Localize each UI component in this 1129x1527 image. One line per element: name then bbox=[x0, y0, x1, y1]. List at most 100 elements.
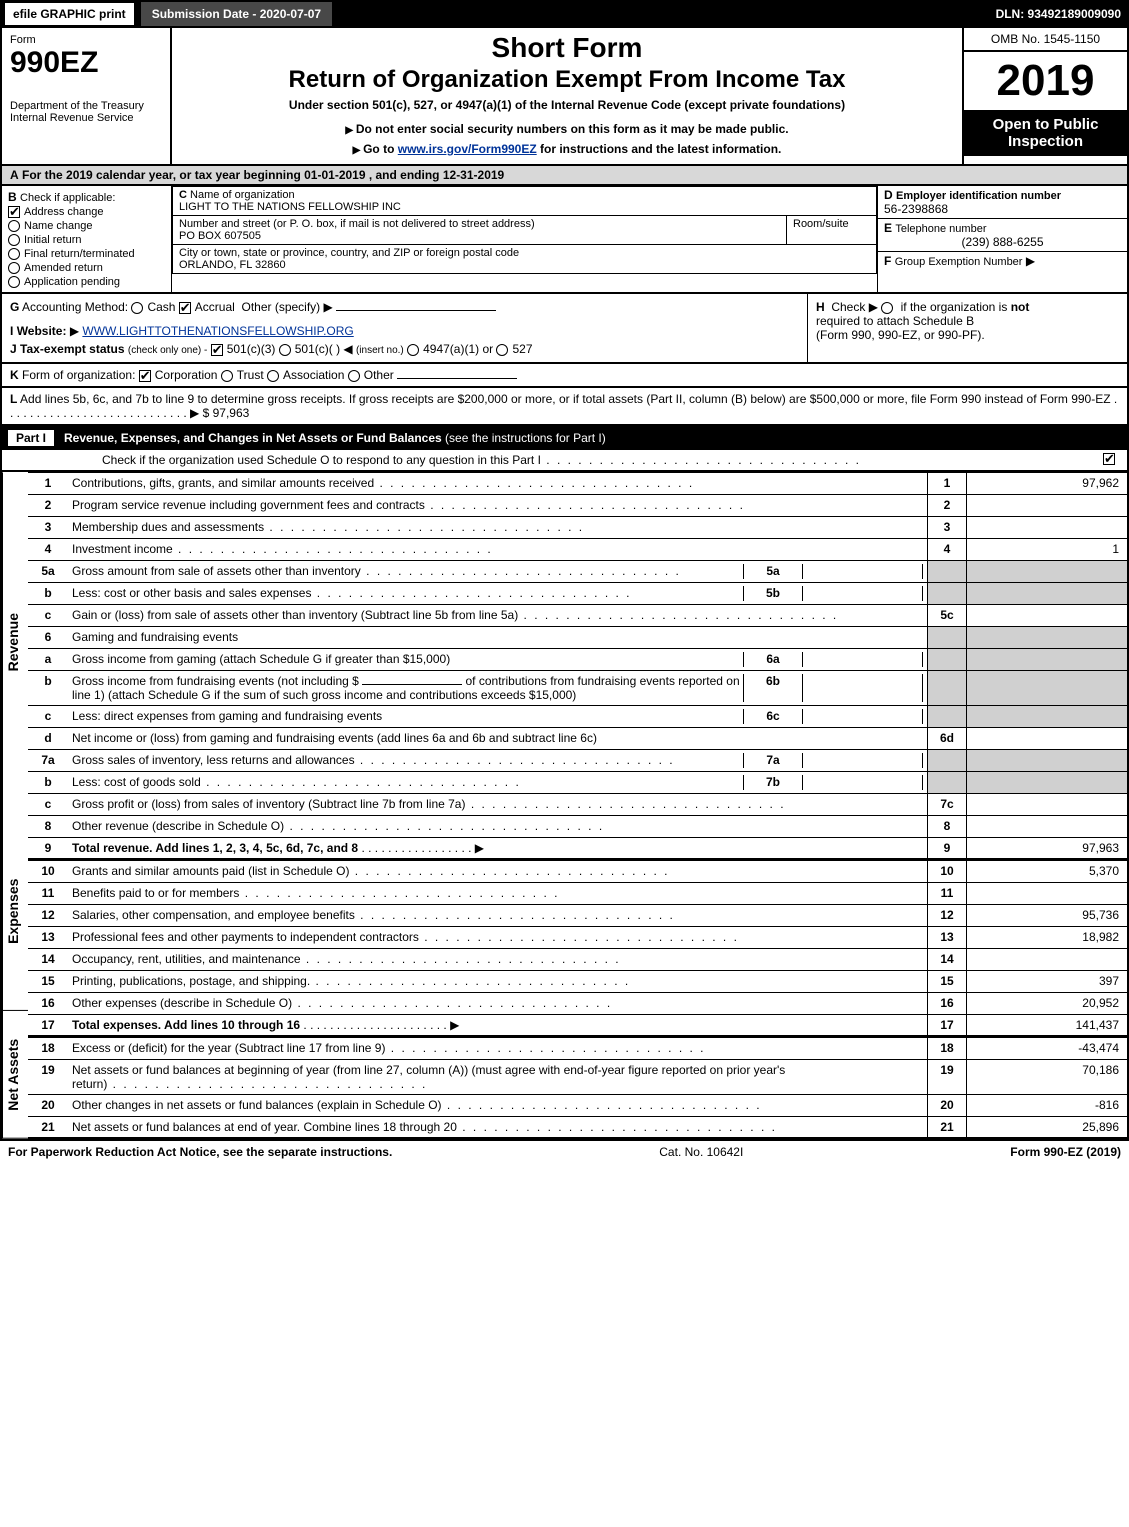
lb-trust: Trust bbox=[237, 368, 264, 382]
line-12: 12Salaries, other compensation, and empl… bbox=[28, 904, 1127, 926]
line-5b-desc: Less: cost or other basis and sales expe… bbox=[72, 586, 743, 601]
line-13-desc: Professional fees and other payments to … bbox=[68, 927, 927, 948]
line-5a-sn: 5a bbox=[743, 564, 803, 579]
other-org-input[interactable] bbox=[397, 378, 517, 379]
group-netassets: Net Assets bbox=[2, 1011, 28, 1139]
line-l: L Add lines 5b, 6c, and 7b to line 9 to … bbox=[0, 388, 1129, 426]
cb-address-change[interactable] bbox=[8, 206, 20, 218]
line-6b-sv bbox=[803, 674, 923, 702]
line-4-desc: Investment income bbox=[68, 539, 927, 560]
line-14: 14Occupancy, rent, utilities, and mainte… bbox=[28, 948, 1127, 970]
line-19: 19Net assets or fund balances at beginni… bbox=[28, 1059, 1127, 1094]
form-number: 990EZ bbox=[10, 46, 162, 80]
rb-other[interactable] bbox=[348, 370, 360, 382]
line-a: A For the 2019 calendar year, or tax yea… bbox=[0, 166, 1129, 186]
line-6a-amt bbox=[967, 649, 1127, 670]
other-specify-input[interactable] bbox=[336, 310, 496, 311]
line-9-desc: Total revenue. Add lines 1, 2, 3, 4, 5c,… bbox=[72, 841, 358, 855]
e-label: Telephone number bbox=[895, 223, 986, 235]
lb-insert: (insert no.) bbox=[356, 345, 404, 356]
c-org-name: LIGHT TO THE NATIONS FELLOWSHIP INC bbox=[179, 201, 401, 213]
line-6a-num bbox=[927, 649, 967, 670]
line-14-amt bbox=[967, 949, 1127, 970]
line-2-amt bbox=[967, 495, 1127, 516]
part-i-title: Revenue, Expenses, and Changes in Net As… bbox=[64, 431, 442, 445]
rb-4947[interactable] bbox=[407, 344, 419, 356]
title-short-form: Short Form bbox=[182, 32, 952, 64]
rb-501c[interactable] bbox=[279, 344, 291, 356]
goto-post: for instructions and the latest informat… bbox=[537, 142, 782, 156]
line-8-amt bbox=[967, 816, 1127, 837]
blocks-b-f: B Check if applicable: Address change Na… bbox=[0, 186, 1129, 294]
group-revenue: Revenue bbox=[2, 472, 28, 812]
g-label: Accounting Method: bbox=[22, 300, 128, 314]
c-street-label: Number and street (or P. O. box, if mail… bbox=[179, 218, 535, 230]
rb-initial[interactable] bbox=[8, 234, 20, 246]
rb-name-change[interactable] bbox=[8, 220, 20, 232]
cb-501c3[interactable] bbox=[211, 344, 223, 356]
line-6c-sv bbox=[803, 709, 923, 724]
efile-print-button[interactable]: efile GRAPHIC print bbox=[4, 2, 135, 26]
line-7c-num: 7c bbox=[927, 794, 967, 815]
line-3-amt bbox=[967, 517, 1127, 538]
lb-address-change: Address change bbox=[24, 206, 104, 218]
line-20-desc: Other changes in net assets or fund bala… bbox=[68, 1095, 927, 1116]
line-6b-desc: Gross income from fundraising events (no… bbox=[72, 674, 743, 702]
line-15-amt: 397 bbox=[967, 971, 1127, 992]
line-2-desc: Program service revenue including govern… bbox=[68, 495, 927, 516]
line-5b: bLess: cost or other basis and sales exp… bbox=[28, 582, 1127, 604]
tax-year: 2019 bbox=[964, 52, 1127, 110]
blocks-g-h: G Accounting Method: Cash Accrual Other … bbox=[0, 294, 1129, 364]
line-4: 4Investment income41 bbox=[28, 538, 1127, 560]
line-12-desc: Salaries, other compensation, and employ… bbox=[68, 905, 927, 926]
lb-4947: 4947(a)(1) or bbox=[423, 342, 493, 356]
lb-cash: Cash bbox=[147, 300, 175, 314]
cb-accrual[interactable] bbox=[179, 302, 191, 314]
line-k: K Form of organization: Corporation Trus… bbox=[0, 364, 1129, 388]
k-label: Form of organization: bbox=[22, 368, 135, 382]
d-label: Employer identification number bbox=[896, 190, 1061, 202]
rb-assoc[interactable] bbox=[267, 370, 279, 382]
h-text4: required to attach Schedule B bbox=[816, 314, 974, 328]
line-7c-amt bbox=[967, 794, 1127, 815]
part-i-note: (see the instructions for Part I) bbox=[445, 431, 606, 445]
line-7a-sv bbox=[803, 753, 923, 768]
line-14-desc: Occupancy, rent, utilities, and maintena… bbox=[68, 949, 927, 970]
lb-501c: 501(c)( ) bbox=[295, 342, 340, 356]
line-17: 17Total expenses. Add lines 10 through 1… bbox=[28, 1014, 1127, 1037]
line-6b-input[interactable] bbox=[362, 684, 462, 685]
website-link[interactable]: WWW.LIGHTTOTHENATIONSFELLOWSHIP.ORG bbox=[82, 324, 353, 338]
line-5b-sv bbox=[803, 586, 923, 601]
line-7a-amt bbox=[967, 750, 1127, 771]
line-6a-sn: 6a bbox=[743, 652, 803, 667]
line-9-num: 9 bbox=[927, 838, 967, 858]
line-3-num: 3 bbox=[927, 517, 967, 538]
rb-cash[interactable] bbox=[131, 302, 143, 314]
cb-corp[interactable] bbox=[139, 370, 151, 382]
line-20-num: 20 bbox=[927, 1095, 967, 1116]
line-6-num bbox=[927, 627, 967, 648]
line-21-amt: 25,896 bbox=[967, 1117, 1127, 1137]
cb-schedule-o[interactable] bbox=[1103, 453, 1115, 465]
goto-pre: Go to bbox=[363, 142, 398, 156]
line-8: 8Other revenue (describe in Schedule O)8 bbox=[28, 815, 1127, 837]
line-5c-amt bbox=[967, 605, 1127, 626]
rb-final[interactable] bbox=[8, 248, 20, 260]
line-6a-desc: Gross income from gaming (attach Schedul… bbox=[72, 652, 743, 667]
goto-line: Go to www.irs.gov/Form990EZ for instruct… bbox=[182, 142, 952, 156]
rb-527[interactable] bbox=[496, 344, 508, 356]
j-label: Tax-exempt status bbox=[20, 342, 124, 356]
rb-pending[interactable] bbox=[8, 276, 20, 288]
line-21-desc: Net assets or fund balances at end of ye… bbox=[68, 1117, 927, 1137]
line-15-desc: Printing, publications, postage, and shi… bbox=[68, 971, 927, 992]
footer-cat: Cat. No. 10642I bbox=[392, 1145, 1010, 1159]
rb-h[interactable] bbox=[881, 302, 893, 314]
irs-link[interactable]: www.irs.gov/Form990EZ bbox=[398, 142, 537, 156]
submission-date-button[interactable]: Submission Date - 2020-07-07 bbox=[141, 2, 332, 26]
rb-amended[interactable] bbox=[8, 262, 20, 274]
form-header: Form 990EZ Department of the Treasury In… bbox=[0, 28, 1129, 166]
dln-label: DLN: 93492189009090 bbox=[996, 7, 1121, 21]
line-16-amt: 20,952 bbox=[967, 993, 1127, 1014]
rb-trust[interactable] bbox=[221, 370, 233, 382]
line-6b-sn: 6b bbox=[743, 674, 803, 702]
